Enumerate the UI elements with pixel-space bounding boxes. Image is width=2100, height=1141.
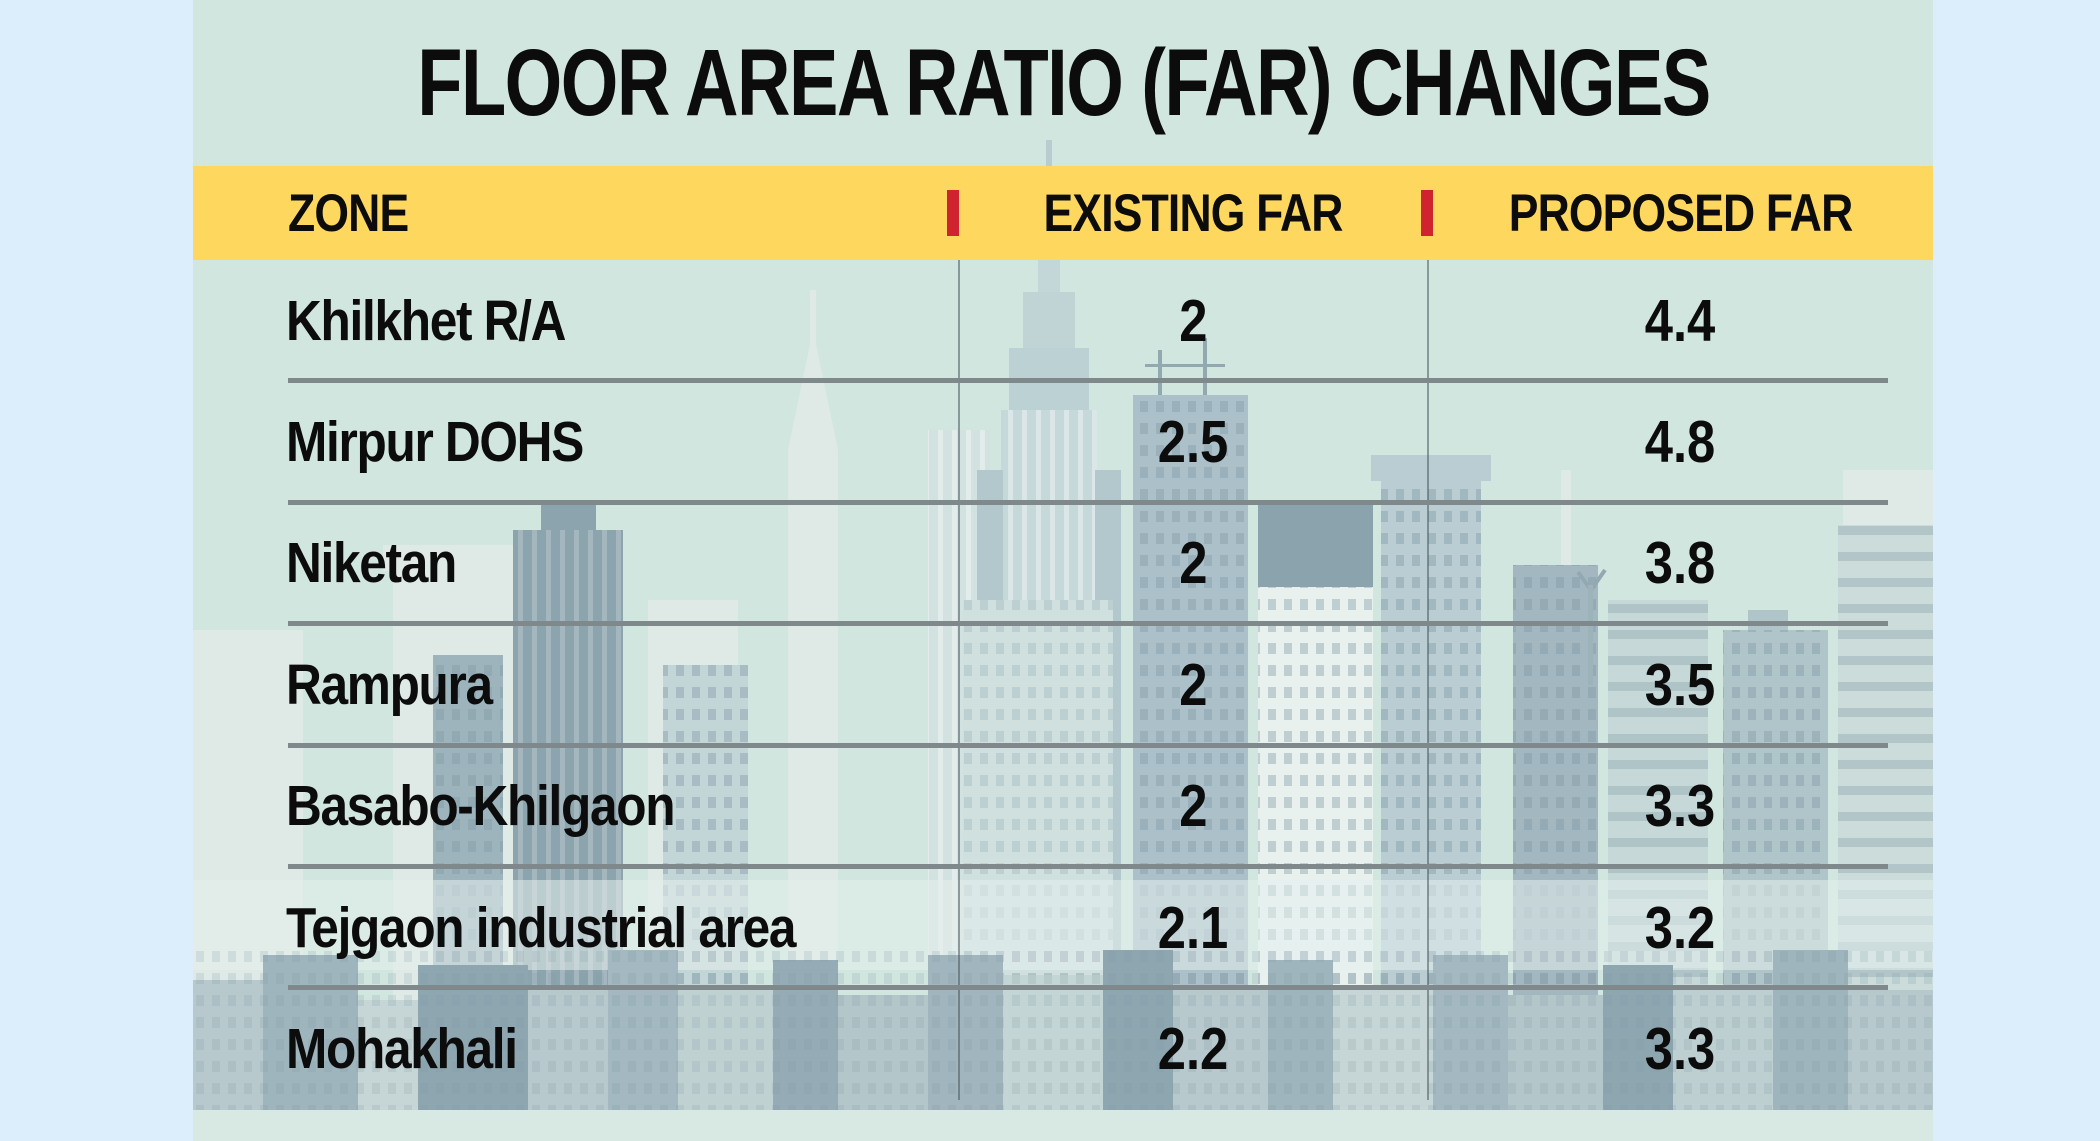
row-divider xyxy=(288,621,1888,627)
column-header-existing-far: EXISTING FAR xyxy=(1043,183,1344,243)
title-area: FLOOR AREA RATIO (FAR) CHANGES xyxy=(193,0,1933,166)
table-row: Khilkhet R/A 2 4.4 xyxy=(193,260,1933,384)
table-row: Rampura 2 3.5 xyxy=(193,624,1933,748)
table-row: Basabo-Khilgaon 2 3.3 xyxy=(193,746,1933,869)
table-row: Niketan 2 3.8 xyxy=(193,503,1933,627)
page-title: FLOOR AREA RATIO (FAR) CHANGES xyxy=(416,29,1711,136)
column-header-zone: ZONE xyxy=(288,183,409,243)
existing-far-value: 2 xyxy=(1179,287,1208,354)
zone-name: Niketan xyxy=(286,531,457,596)
red-divider-icon xyxy=(1421,190,1433,236)
existing-far-value: 2 xyxy=(1179,773,1208,840)
zone-name: Rampura xyxy=(286,652,493,717)
proposed-far-value: 3.3 xyxy=(1645,773,1716,840)
row-divider xyxy=(288,742,1888,748)
table-row: Mirpur DOHS 2.5 4.8 xyxy=(193,381,1933,505)
row-divider xyxy=(288,378,1888,384)
red-divider-icon xyxy=(947,190,959,236)
far-table: Khilkhet R/A 2 4.4 Mirpur DOHS 2.5 4.8 N… xyxy=(193,260,1933,1112)
table-row: Mohakhali 2.2 3.3 xyxy=(193,988,1933,1109)
column-divider xyxy=(958,260,960,1100)
row-divider xyxy=(288,985,1888,991)
existing-far-value: 2.1 xyxy=(1158,894,1229,961)
column-header-proposed-far: PROPOSED FAR xyxy=(1508,183,1854,243)
proposed-far-value: 3.5 xyxy=(1645,651,1716,718)
zone-name: Mohakhali xyxy=(286,1017,518,1082)
row-divider xyxy=(288,863,1888,869)
existing-far-value: 2 xyxy=(1179,530,1208,597)
table-row: Tejgaon industrial area 2.1 3.2 xyxy=(193,867,1933,991)
existing-far-value: 2.5 xyxy=(1158,409,1229,476)
infographic-panel: FLOOR AREA RATIO (FAR) CHANGES ZONE EXIS… xyxy=(193,0,1933,1141)
proposed-far-value: 3.3 xyxy=(1645,1016,1716,1083)
zone-name: Mirpur DOHS xyxy=(286,410,584,475)
existing-far-value: 2.2 xyxy=(1158,1016,1229,1083)
column-divider xyxy=(1427,260,1429,1100)
proposed-far-value: 3.8 xyxy=(1645,530,1716,597)
zone-name: Tejgaon industrial area xyxy=(286,895,796,960)
proposed-far-value: 3.2 xyxy=(1645,894,1716,961)
existing-far-value: 2 xyxy=(1179,651,1208,718)
row-divider xyxy=(288,499,1888,505)
zone-name: Khilkhet R/A xyxy=(286,288,566,353)
proposed-far-value: 4.8 xyxy=(1645,409,1716,476)
proposed-far-value: 4.4 xyxy=(1645,287,1716,354)
table-header: ZONE EXISTING FAR PROPOSED FAR xyxy=(193,166,1933,260)
zone-name: Basabo-Khilgaon xyxy=(286,774,676,839)
